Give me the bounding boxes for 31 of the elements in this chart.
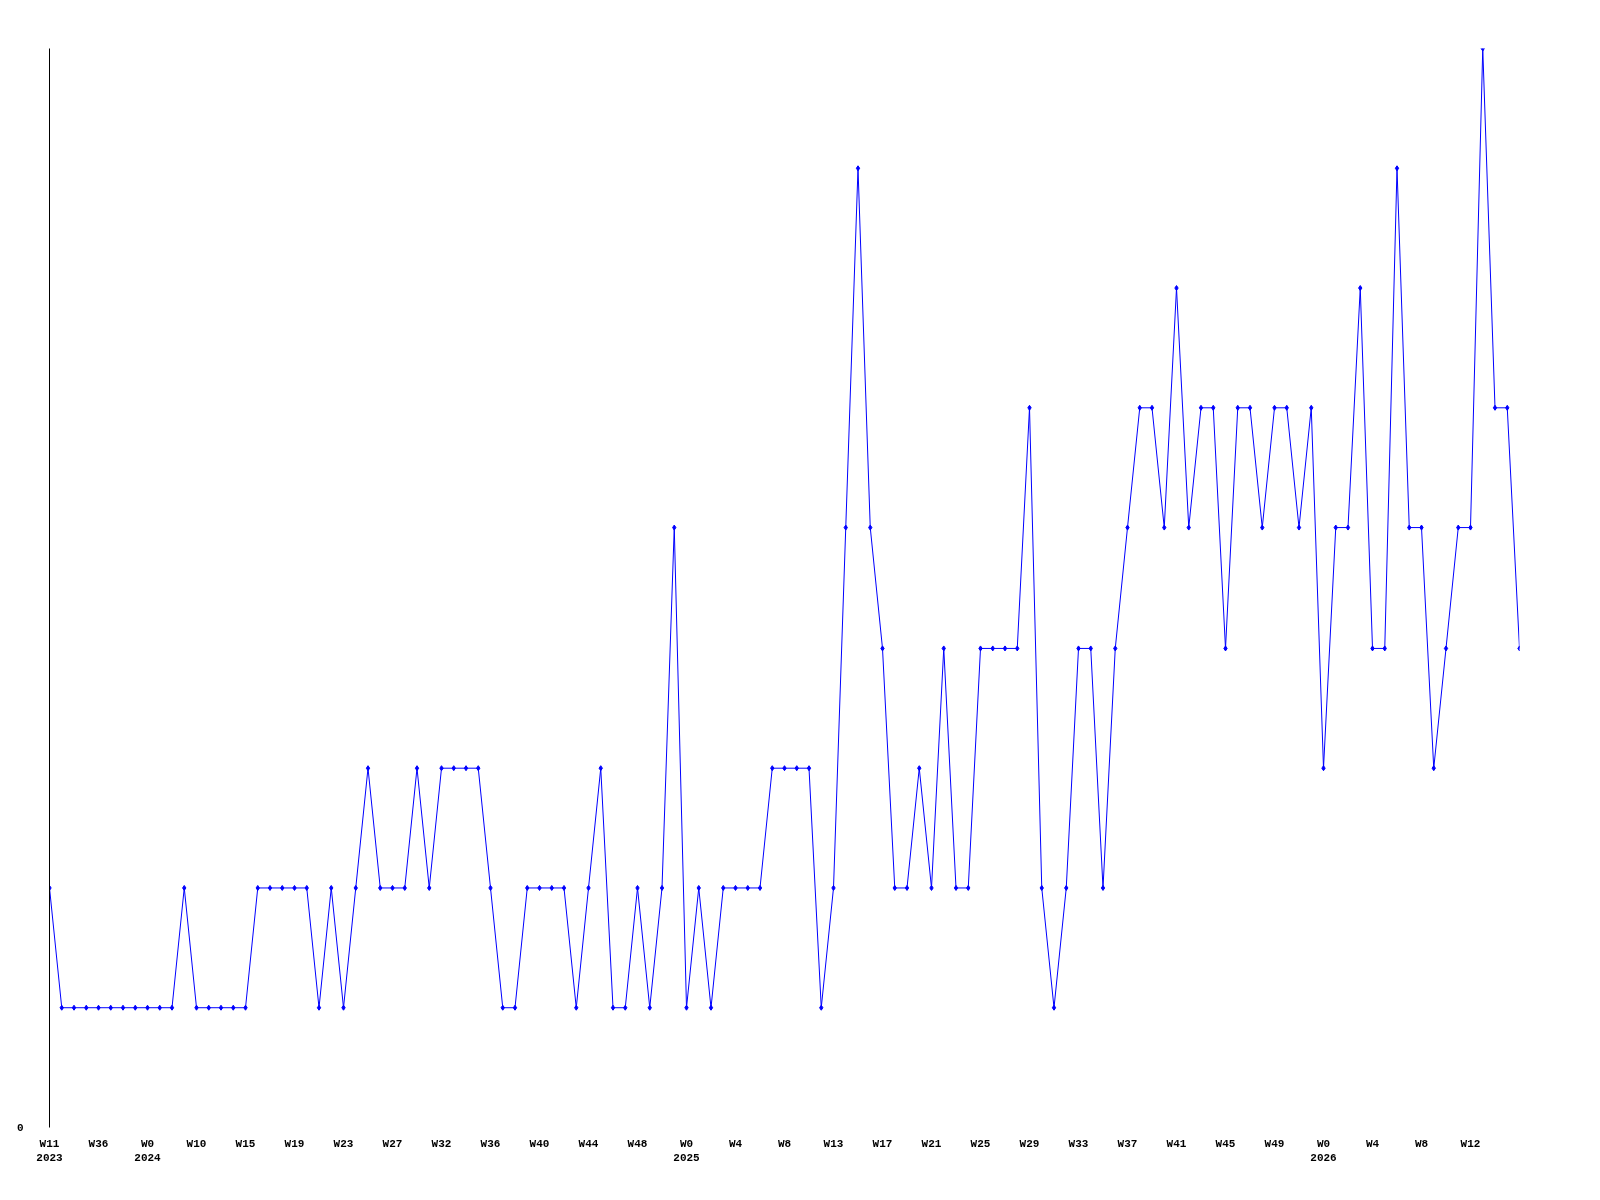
x-tick-label: W32	[431, 1137, 452, 1150]
x-tick-label: W36	[480, 1137, 501, 1150]
x-tick-label: W15	[235, 1137, 256, 1150]
x-tick-label: W41	[1166, 1137, 1187, 1150]
x-tick-label: W48	[627, 1137, 648, 1150]
x-tick-label: W23	[333, 1137, 354, 1150]
text: 0	[16, 1122, 24, 1134]
x-tick-label: W17	[872, 1137, 893, 1150]
x-tick-label: W33	[1068, 1137, 1089, 1150]
x-tick-label: W13	[823, 1137, 844, 1150]
x-tick-label: W19	[284, 1137, 305, 1150]
x-tick-label: W4	[1365, 1137, 1380, 1150]
x-tick-label: W0 2024	[134, 1137, 162, 1164]
x-tick-label: W11 2023	[36, 1137, 64, 1164]
x-tick-label: W0 2025	[673, 1137, 701, 1164]
x-tick-label: W12	[1460, 1137, 1481, 1150]
x-tick-label: W10	[186, 1137, 207, 1150]
x-tick-label: W4	[728, 1137, 743, 1150]
x-tick-label: W0 2026	[1310, 1137, 1337, 1164]
x-tick-label: W21	[921, 1137, 942, 1150]
x-tick-label: W45	[1215, 1137, 1236, 1150]
x-tick-label: W44	[578, 1137, 599, 1150]
x-tick-label: W40	[529, 1137, 550, 1150]
x-tick-label: W37	[1117, 1137, 1138, 1150]
x-tick-label: W25	[970, 1137, 991, 1150]
x-tick-label: W8	[777, 1137, 792, 1150]
x-tick-label: W29	[1019, 1137, 1040, 1150]
x-tick-label: W27	[382, 1137, 403, 1150]
x-tick-label: W49	[1264, 1137, 1285, 1150]
x-tick-label: W36	[88, 1137, 109, 1150]
x-tick-label: W8	[1414, 1137, 1429, 1150]
